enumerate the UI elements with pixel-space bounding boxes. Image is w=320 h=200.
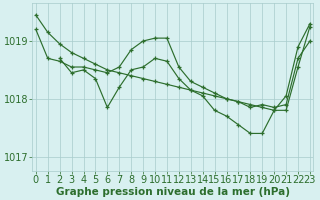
X-axis label: Graphe pression niveau de la mer (hPa): Graphe pression niveau de la mer (hPa): [56, 187, 290, 197]
